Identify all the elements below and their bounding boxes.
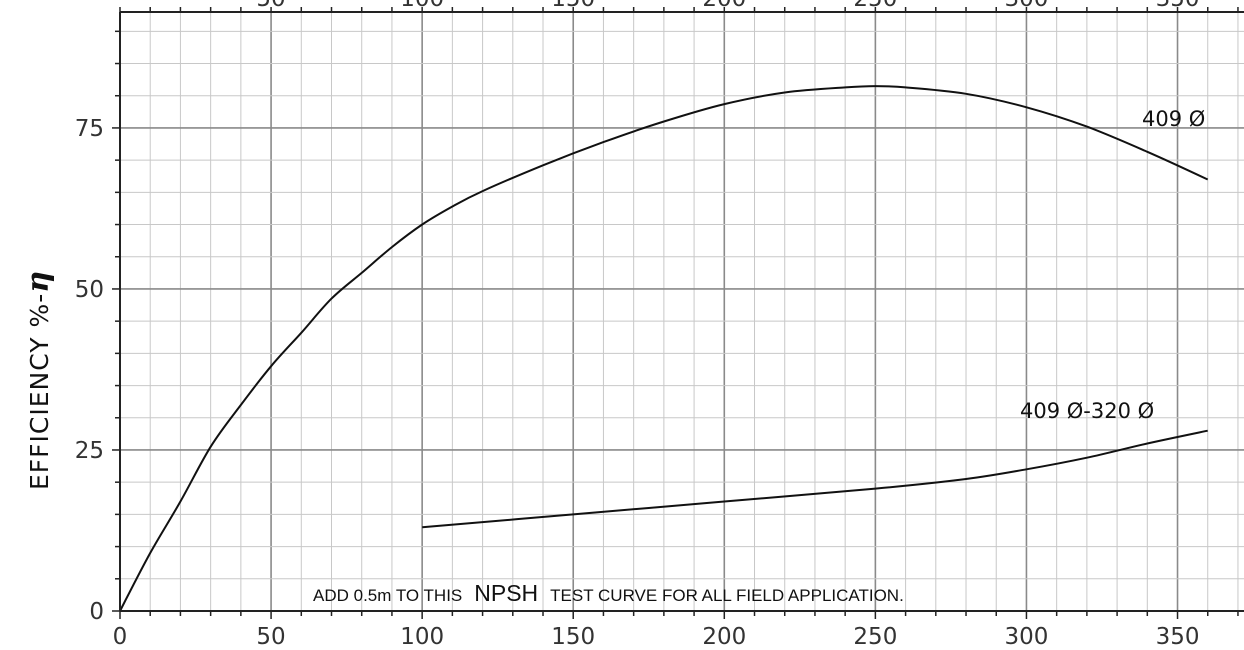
top-x-tick-label: 50 <box>256 0 285 12</box>
y-tick-label: 25 <box>75 438 104 464</box>
top-x-tick-label: 300 <box>1004 0 1048 12</box>
x-tick-label: 150 <box>551 624 595 650</box>
npsh-curve-409-320 <box>422 429 1208 529</box>
top-x-tick-label: 200 <box>702 0 746 12</box>
y-tick-label: 0 <box>89 599 104 625</box>
grid <box>119 12 1244 612</box>
x-tick-label: 100 <box>400 624 444 650</box>
note-part2: TEST CURVE FOR ALL FIELD APPLICATION. <box>550 586 904 605</box>
top-x-tick-label: 350 <box>1156 0 1200 12</box>
x-tick-label: 0 <box>113 624 128 650</box>
top-x-tick-label: 250 <box>853 0 897 12</box>
series-label-409: 409 Ø <box>1142 107 1205 131</box>
note-part1: ADD 0.5m TO THIS <box>313 586 462 605</box>
x-tick-label: 50 <box>256 624 285 650</box>
x-tick-label: 350 <box>1156 624 1200 650</box>
eta-symbol: η <box>21 270 56 293</box>
series-lines <box>119 85 1209 612</box>
top-x-tick-label: 150 <box>551 0 595 12</box>
top-x-tick-label: 100 <box>400 0 444 12</box>
note-npsh: NPSH <box>474 580 538 606</box>
y-tick-label: 75 <box>75 116 104 142</box>
axes <box>112 7 1244 619</box>
x-tick-label: 250 <box>853 624 897 650</box>
y-axis-label: EFFICIENCY %-η <box>21 270 56 490</box>
y-tick-label: 50 <box>75 277 104 303</box>
npsh-note: ADD 0.5m TO THIS NPSH TEST CURVE FOR ALL F… <box>313 580 904 606</box>
efficiency-curve-409 <box>119 85 1209 612</box>
tick-labels: 0501001502002503003505010015020025030035… <box>75 0 1200 650</box>
y-axis-label-text: EFFICIENCY %- <box>25 293 54 490</box>
x-tick-label: 200 <box>702 624 746 650</box>
series-label-409-320: 409 Ø-320 Ø <box>1020 399 1154 423</box>
x-tick-label: 300 <box>1004 624 1048 650</box>
